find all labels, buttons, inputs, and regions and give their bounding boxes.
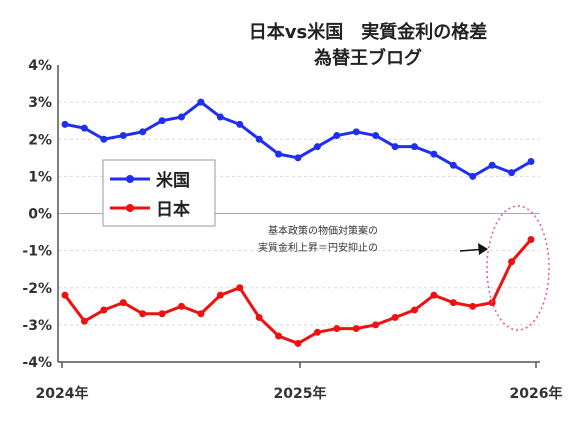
- chart-title: 日本vs米国 実質金利の格差: [249, 21, 487, 43]
- data-point-jp: [294, 339, 302, 347]
- data-point-us: [372, 132, 380, 140]
- data-point-jp: [158, 310, 166, 318]
- data-point-us: [100, 135, 108, 143]
- chart-subtitle: 為替王ブログ: [314, 47, 422, 69]
- data-point-us: [178, 113, 185, 121]
- data-point-jp: [411, 306, 418, 314]
- legend-marker-us: [126, 175, 134, 183]
- y-tick-label: 2%: [28, 132, 52, 148]
- annotation-line-2: 実質金利上昇＝円安抑止の: [258, 241, 378, 254]
- y-axis-ticks: 4% 3% 2% 1% 0% -1% -2% -3% -4%: [22, 58, 52, 371]
- data-point-us: [333, 132, 341, 140]
- data-point-jp: [488, 299, 496, 307]
- data-point-us: [469, 172, 477, 180]
- data-point-us: [488, 161, 496, 169]
- data-point-jp: [80, 317, 88, 325]
- data-point-us: [411, 143, 418, 151]
- data-point-jp: [139, 310, 147, 318]
- data-point-us: [80, 124, 88, 132]
- data-point-jp: [313, 328, 321, 336]
- data-point-us: [216, 113, 224, 121]
- legend-label-jp: 日本: [156, 199, 190, 220]
- data-point-us: [61, 120, 69, 128]
- data-point-us: [391, 143, 399, 151]
- x-tick-label: 2025年: [274, 385, 327, 402]
- data-point-jp: [527, 235, 535, 243]
- y-tick-label: 3%: [28, 95, 52, 111]
- data-point-us: [313, 143, 321, 151]
- y-tick-label: -1%: [22, 244, 52, 260]
- y-tick-label: -3%: [22, 318, 52, 334]
- x-tick-label: 2026年: [510, 385, 563, 402]
- data-point-jp: [216, 291, 224, 299]
- data-point-us: [430, 150, 438, 158]
- data-point-us: [139, 128, 147, 136]
- data-point-jp: [391, 313, 399, 321]
- data-point-jp: [119, 299, 127, 307]
- data-point-us: [158, 117, 166, 125]
- legend-box: [102, 159, 216, 227]
- data-point-jp: [469, 302, 477, 310]
- data-point-us: [275, 150, 283, 158]
- legend-marker-jp: [126, 204, 134, 212]
- data-point-us: [255, 135, 263, 143]
- data-point-jp: [178, 302, 185, 310]
- data-point-jp: [236, 284, 244, 292]
- data-point-jp: [333, 325, 341, 333]
- y-tick-label: 0%: [28, 207, 52, 223]
- data-point-jp: [100, 306, 108, 314]
- data-point-us: [449, 161, 457, 169]
- y-tick-label: -4%: [22, 355, 52, 371]
- data-point-jp: [197, 310, 205, 318]
- data-point-us: [294, 154, 302, 162]
- data-point-us: [197, 98, 205, 106]
- data-point-jp: [61, 291, 69, 299]
- data-point-us: [508, 169, 516, 177]
- x-axis-ticks: 2024年 2025年 2026年: [36, 362, 563, 402]
- data-point-jp: [430, 291, 438, 299]
- series-layer: [61, 98, 535, 347]
- data-point-jp: [508, 258, 516, 266]
- y-tick-label: 4%: [28, 58, 52, 74]
- annotation-arrowhead: [478, 243, 488, 255]
- data-point-us: [236, 120, 244, 128]
- data-point-jp: [255, 313, 263, 321]
- data-point-us: [352, 128, 360, 136]
- data-point-jp: [275, 332, 283, 340]
- data-point-us: [119, 132, 127, 140]
- annotation: 基本政策の物価対策案の 実質金利上昇＝円安抑止の: [258, 205, 550, 331]
- annotation-highlight: [486, 205, 550, 331]
- data-point-jp: [372, 321, 380, 329]
- y-tick-label: 1%: [28, 169, 52, 185]
- annotation-line-1: 基本政策の物価対策案の: [268, 224, 378, 237]
- x-tick-label: 2024年: [36, 385, 89, 402]
- legend: 米国 日本: [102, 159, 216, 227]
- data-point-jp: [449, 299, 457, 307]
- series-line-jp: [63, 238, 533, 345]
- data-point-jp: [352, 325, 360, 333]
- data-point-us: [527, 158, 535, 166]
- y-tick-label: -2%: [22, 281, 52, 297]
- legend-label-us: 米国: [156, 170, 190, 191]
